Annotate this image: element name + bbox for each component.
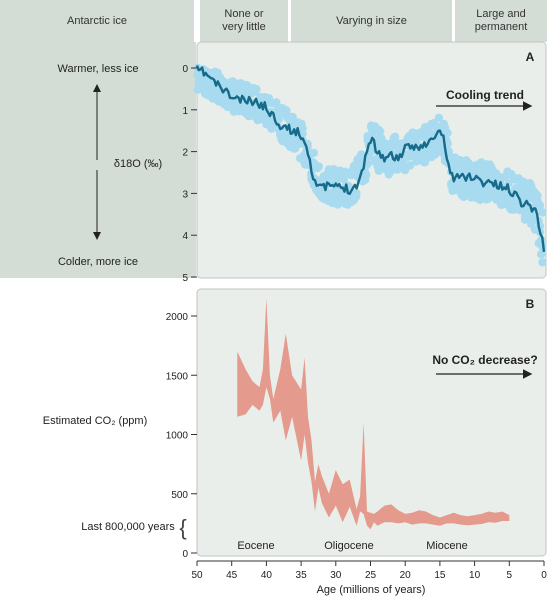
y-tick-label-a: 4	[182, 231, 188, 242]
raw-point	[538, 208, 547, 217]
co2-axis-label: Estimated CO₂ (ppm)	[43, 415, 148, 427]
y-tick-label-b: 1000	[166, 431, 189, 442]
colder-more-ice-label: Colder, more ice	[58, 256, 138, 268]
panel-b-co2-band	[237, 298, 510, 530]
x-tick-label: 0	[541, 570, 547, 581]
x-tick-label: 10	[469, 570, 481, 581]
raw-point	[537, 250, 546, 259]
left-band	[0, 42, 196, 278]
x-tick-label: 25	[365, 570, 377, 581]
x-axis: 50 45 40 35 30 25 20 15 10 5 0	[191, 560, 547, 581]
header-ice-none: None or very little	[200, 0, 288, 42]
y-tick-label-a: 1	[182, 106, 188, 117]
x-tick-label: 30	[330, 570, 342, 581]
y-tick-label-a: 3	[182, 189, 188, 200]
y-tick-label-a: 2	[182, 148, 188, 159]
panel-a-letter: A	[526, 50, 535, 64]
y-tick-label-a: 5	[182, 273, 188, 284]
last-800000-years-label: Last 800,000 years	[81, 521, 175, 533]
cooling-trend-label: Cooling trend	[446, 88, 524, 102]
raw-point	[309, 148, 319, 158]
y-tick-label-a: 0	[182, 64, 188, 75]
raw-point	[538, 258, 547, 267]
no-co2-decrease-label: No CO₂ decrease?	[432, 353, 537, 367]
warmer-less-ice-label: Warmer, less ice	[58, 63, 139, 75]
raw-point	[390, 132, 400, 141]
panel-b-letter: B	[526, 297, 535, 311]
raw-point	[443, 128, 452, 138]
raw-point	[375, 127, 385, 136]
x-tick-label: 5	[507, 570, 513, 581]
header-antarctic-ice: Antarctic ice	[0, 0, 194, 42]
epoch-eocene: Eocene	[237, 540, 274, 552]
panel-a-smoothed-line	[195, 65, 546, 253]
x-tick-label: 50	[191, 570, 203, 581]
raw-point	[362, 170, 371, 179]
x-tick-label: 45	[226, 570, 238, 581]
x-tick-label: 15	[434, 570, 446, 581]
d18o-axis-label: δ18O (‰)	[114, 158, 162, 170]
raw-point	[434, 113, 443, 123]
raw-point	[252, 85, 261, 94]
panel-a-y-axis: 0 1 2 3 4 5	[182, 64, 197, 284]
brace-icon: {	[179, 515, 186, 540]
y-tick-label-b: 1500	[166, 371, 189, 382]
header-ice-varying: Varying in size	[291, 0, 452, 42]
raw-point	[274, 115, 284, 124]
x-axis-label: Age (millions of years)	[317, 584, 426, 596]
y-tick-label-b: 500	[171, 490, 188, 501]
raw-point	[509, 205, 518, 214]
y-tick-label-b: 0	[182, 549, 188, 560]
y-tick-label-b: 2000	[166, 312, 189, 323]
header-ice-large: Large and permanent	[455, 0, 547, 42]
raw-point	[333, 200, 342, 209]
epoch-oligocene: Oligocene	[324, 540, 374, 552]
epoch-miocene: Miocene	[426, 540, 468, 552]
panel-b-y-axis: 0 500 1000 1500 2000	[166, 312, 197, 560]
raw-point	[352, 192, 361, 201]
raw-point	[535, 201, 545, 210]
raw-point	[405, 161, 415, 170]
raw-point	[314, 162, 324, 171]
x-tick-label: 40	[261, 570, 273, 581]
x-tick-label: 20	[400, 570, 412, 581]
x-tick-label: 35	[296, 570, 308, 581]
